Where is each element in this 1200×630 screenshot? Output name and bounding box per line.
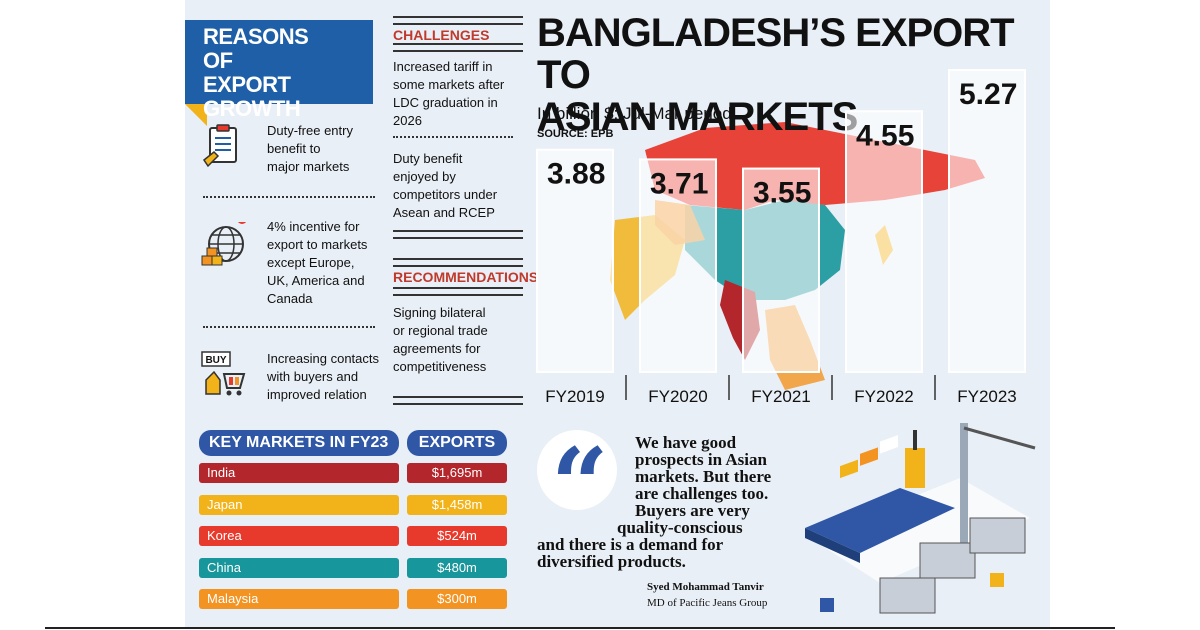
markets-head-label: KEY MARKETS IN FY23 bbox=[199, 430, 399, 456]
challenge-item: Duty benefit enjoyed by competitors unde… bbox=[393, 150, 513, 222]
reasons-header bbox=[185, 20, 373, 126]
market-name: India bbox=[199, 463, 399, 483]
market-export-value: $300m bbox=[407, 589, 507, 609]
reason-line: benefit to bbox=[267, 141, 321, 156]
reason-line: export to markets bbox=[267, 237, 368, 252]
recommendation-line: competitiveness bbox=[393, 359, 487, 374]
reasons-header-tab bbox=[185, 104, 207, 126]
recommendation-item: Signing bilateral or regional trade agre… bbox=[393, 304, 513, 376]
reason-line: Duty-free entry bbox=[267, 123, 353, 138]
quote-line: We have good bbox=[635, 433, 737, 452]
quote-text: We have good prospects in Asian markets.… bbox=[537, 434, 797, 570]
challenge-line: Increased tariff in bbox=[393, 59, 493, 74]
challenges-heading: CHALLENGES bbox=[393, 27, 490, 43]
bar bbox=[536, 148, 614, 373]
chart-subtitle: In billion $; Jul-Mar period bbox=[537, 104, 732, 123]
globe-icon bbox=[201, 222, 246, 266]
bar-chart: 3.88 FY2019 3.71 FY2020 3.55 FY2021 4.55 FY2022… bbox=[536, 69, 1026, 406]
quote-author-role: MD of Pacific Jeans Group bbox=[647, 597, 768, 609]
reason-line: major markets bbox=[267, 159, 350, 174]
bar bbox=[639, 158, 717, 373]
reasons-title-line: REASONS bbox=[203, 24, 309, 49]
clipboard-icon bbox=[202, 124, 237, 168]
bar-value-label: 3.88 bbox=[547, 158, 605, 191]
reasons-title: REASONS OF EXPORT GROWTH bbox=[203, 25, 323, 121]
challenge-line: Duty benefit bbox=[393, 151, 463, 166]
market-name: Japan bbox=[199, 494, 399, 515]
quote-line: markets. But there bbox=[635, 467, 772, 486]
market-name: Malaysia bbox=[199, 589, 399, 609]
buy-badge: BUY bbox=[205, 355, 226, 366]
reason-line: except Europe, bbox=[267, 255, 355, 270]
bar-value-label: 3.55 bbox=[753, 177, 811, 210]
section-rule bbox=[393, 396, 523, 405]
challenge-line: LDC graduation in bbox=[393, 95, 498, 110]
section-rule bbox=[393, 258, 523, 267]
reason-duty-free: Duty-free entry benefit to major markets bbox=[267, 122, 382, 176]
reason-contacts: Increasing contacts with buyers and impr… bbox=[267, 350, 382, 404]
category-label: FY2021 bbox=[751, 387, 811, 406]
category-label: FY2022 bbox=[854, 387, 914, 406]
market-name: Korea bbox=[199, 526, 399, 546]
reason-incentive: 4% incentive for export to markets excep… bbox=[267, 218, 382, 308]
reason-line: with buyers and bbox=[267, 369, 359, 384]
quote-line: prospects in Asian bbox=[635, 450, 767, 469]
quote-author: Syed Mohammad Tanvir bbox=[647, 581, 764, 593]
bar-value-label: 3.71 bbox=[650, 167, 708, 200]
market-export-value: $524m bbox=[407, 526, 507, 546]
challenge-item: Increased tariff in some markets after L… bbox=[393, 58, 513, 130]
reasons-title-line: OF EXPORT bbox=[203, 48, 291, 97]
quote-badge bbox=[537, 430, 617, 510]
market-export-value: $1,695m bbox=[407, 463, 507, 483]
reasons-title-line: GROWTH bbox=[203, 96, 301, 121]
challenge-line: competitors under bbox=[393, 187, 498, 202]
challenge-line: Asean and RCEP bbox=[393, 205, 495, 220]
recommendation-line: or regional trade bbox=[393, 323, 488, 338]
divider bbox=[393, 136, 513, 138]
category-label: FY2023 bbox=[957, 387, 1017, 406]
section-rule bbox=[393, 16, 523, 25]
category-label: FY2019 bbox=[545, 387, 605, 406]
quote-icon: “ bbox=[551, 426, 609, 544]
reason-line: improved relation bbox=[267, 387, 367, 402]
market-export-value: $1,458m bbox=[407, 494, 507, 515]
section-rule bbox=[393, 230, 523, 239]
quote-line: Buyers are very bbox=[635, 501, 750, 520]
challenge-line: enjoyed by bbox=[393, 169, 456, 184]
recommendation-line: Signing bilateral bbox=[393, 305, 486, 320]
reason-line: Increasing contacts bbox=[267, 351, 380, 366]
section-rule bbox=[393, 43, 523, 52]
quote-line: and there is a demand for bbox=[537, 535, 724, 554]
section-rule bbox=[393, 287, 523, 296]
market-name: China bbox=[199, 557, 399, 578]
market-export-value: $480m bbox=[407, 557, 507, 578]
reason-line: 4% incentive for bbox=[267, 219, 360, 234]
cargo-ship-illustration bbox=[805, 423, 1036, 614]
reason-line: Canada bbox=[267, 291, 313, 306]
infographic: REASONS OF EXPORT GROWTH Duty-free entry… bbox=[185, 0, 1050, 628]
bar bbox=[742, 167, 820, 373]
recommendations-heading: RECOMMENDATIONS bbox=[393, 269, 539, 285]
quote-line: are challenges too. bbox=[635, 484, 769, 503]
chart-title-line: BANGLADESH’S EXPORT TO bbox=[537, 11, 1015, 97]
buy-cart-icon: BUY bbox=[201, 351, 246, 396]
category-label: FY2020 bbox=[648, 387, 708, 406]
recommendation-line: agreements for bbox=[393, 341, 481, 356]
reason-line: UK, America and bbox=[267, 273, 365, 288]
chart-title: BANGLADESH’S EXPORT TO ASIAN MARKETS bbox=[537, 12, 1050, 138]
bar bbox=[845, 110, 923, 374]
divider bbox=[203, 196, 375, 198]
quote-line: diversified products. bbox=[537, 552, 686, 571]
divider bbox=[203, 326, 375, 328]
challenge-line: some markets after bbox=[393, 77, 505, 92]
bar-value-label: 4.55 bbox=[856, 119, 914, 152]
quote-line: quality-conscious bbox=[617, 518, 743, 537]
page-rule bbox=[45, 627, 1115, 629]
bar-value-label: 5.27 bbox=[959, 78, 1017, 111]
chart-title-line: ASIAN MARKETS bbox=[537, 95, 858, 139]
bar bbox=[948, 69, 1026, 373]
chart-source: SOURCE: EPB bbox=[537, 128, 614, 140]
challenge-line: 2026 bbox=[393, 113, 422, 128]
markets-head-value: EXPORTS bbox=[407, 430, 507, 456]
